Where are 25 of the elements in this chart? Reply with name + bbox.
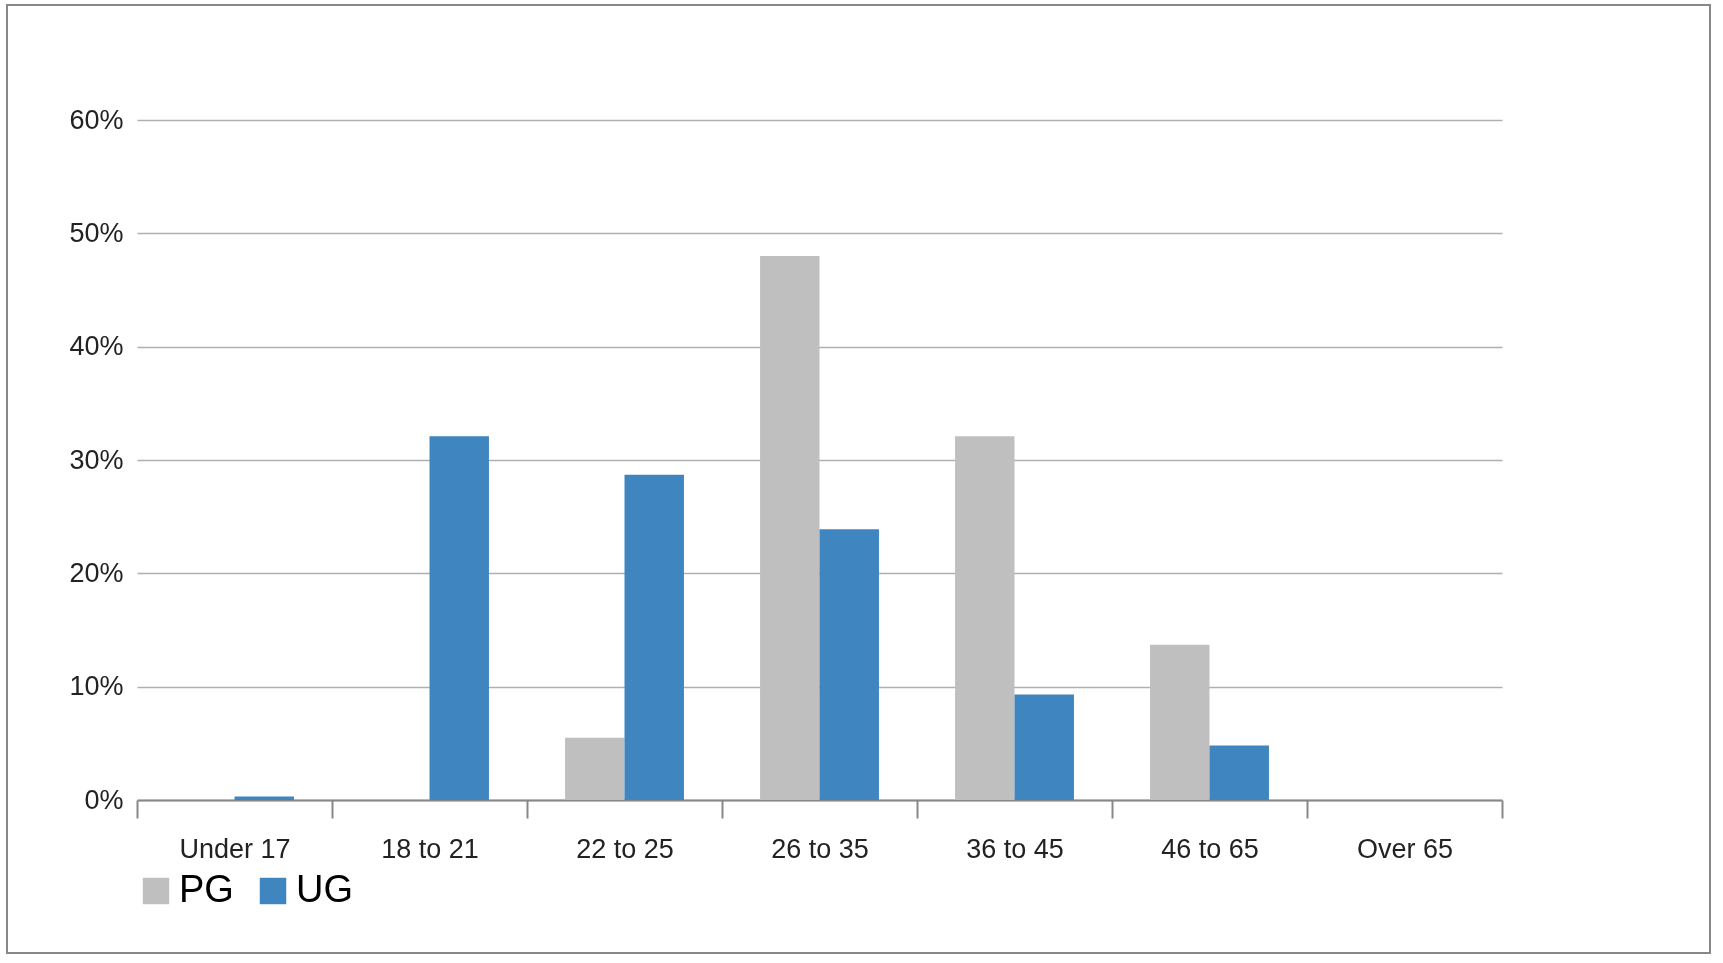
bar [565,737,625,800]
x-tick-label: 22 to 25 [576,833,674,864]
y-tick-label: 30% [69,444,124,475]
bar [1014,694,1074,800]
bar [1209,745,1269,800]
y-tick-label: 50% [69,217,124,248]
bar [429,436,489,800]
y-tick-label: 20% [69,557,124,588]
bar [624,474,684,800]
bar [760,256,820,800]
y-tick-label: 0% [84,784,124,815]
x-tick-label: 36 to 45 [966,833,1064,864]
x-tick-label: 18 to 21 [381,833,479,864]
x-tick-label: 26 to 35 [771,833,869,864]
bar [1150,644,1210,800]
y-tick-label: 60% [69,104,124,135]
x-tick-label: Under 17 [179,833,291,864]
legend-label: UG [296,868,353,910]
legend-label: PG [179,868,234,910]
x-tick-label: 46 to 65 [1161,833,1259,864]
x-tick-label: Over 65 [1356,833,1454,864]
bar [955,436,1015,800]
y-tick-label: 10% [69,671,124,702]
y-tick-label: 40% [69,331,124,362]
bar [819,529,879,800]
